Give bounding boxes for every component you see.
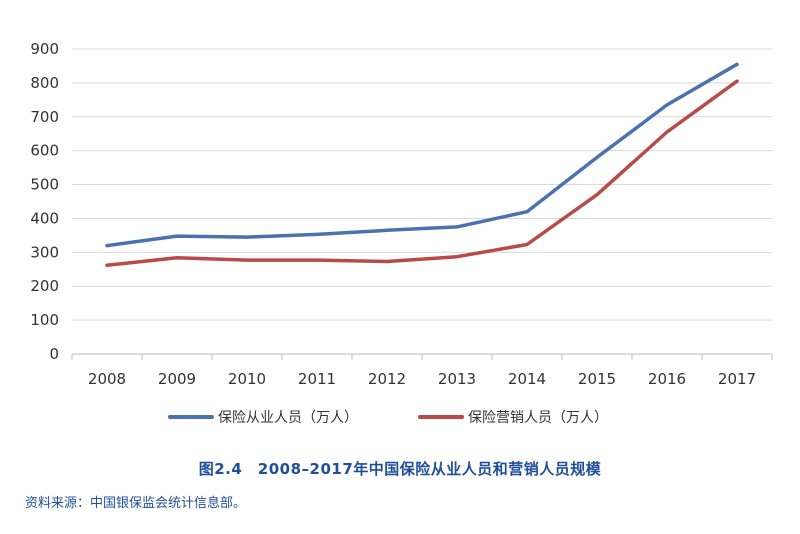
y-tick-label-700: 700 [30,108,59,126]
y-tick-label-900: 900 [30,40,59,58]
y-tick-label-100: 100 [30,311,59,329]
legend-item-employees: 保险从业人员（万人） [168,407,358,427]
figure-caption: 图2.4 2008–2017年中国保险从业人员和营销人员规模 [198,460,602,478]
legend-label-agents: 保险营销人员（万人） [468,410,608,426]
x-tick-label-2016: 2016 [648,370,686,388]
y-tick-label-400: 400 [30,209,59,227]
legend-label-employees: 保险从业人员（万人） [218,410,358,426]
y-tick-label-0: 0 [49,345,59,363]
y-tick-label-800: 800 [30,74,59,92]
y-tick-label-200: 200 [30,277,59,295]
y-tick-label-500: 500 [30,176,59,194]
x-tick-label-2017: 2017 [718,370,756,388]
line-chart: 0 100 200 300 400 500 600 700 800 900 2008 2009 2010… [30,40,773,388]
source-note: 资料来源：中国银保监会统计信息部。 [25,496,247,511]
y-tick-label-300: 300 [30,243,59,261]
x-tick-label-2012: 2012 [368,370,406,388]
x-tick-label-2011: 2011 [298,370,336,388]
series-line-1 [105,79,739,267]
legend-item-agents: 保险营销人员（万人） [418,407,608,427]
series-line-0 [105,62,739,248]
legend-swatch-employees [168,415,214,419]
x-tick-label-2010: 2010 [228,370,266,388]
legend-swatch-agents [418,415,464,419]
x-tick-label-2008: 2008 [88,370,126,388]
x-tick-label-2009: 2009 [158,370,196,388]
x-tick-label-2013: 2013 [438,370,476,388]
y-tick-label-600: 600 [30,142,59,160]
x-tick-label-2014: 2014 [508,370,546,388]
x-tick-label-2015: 2015 [578,370,616,388]
